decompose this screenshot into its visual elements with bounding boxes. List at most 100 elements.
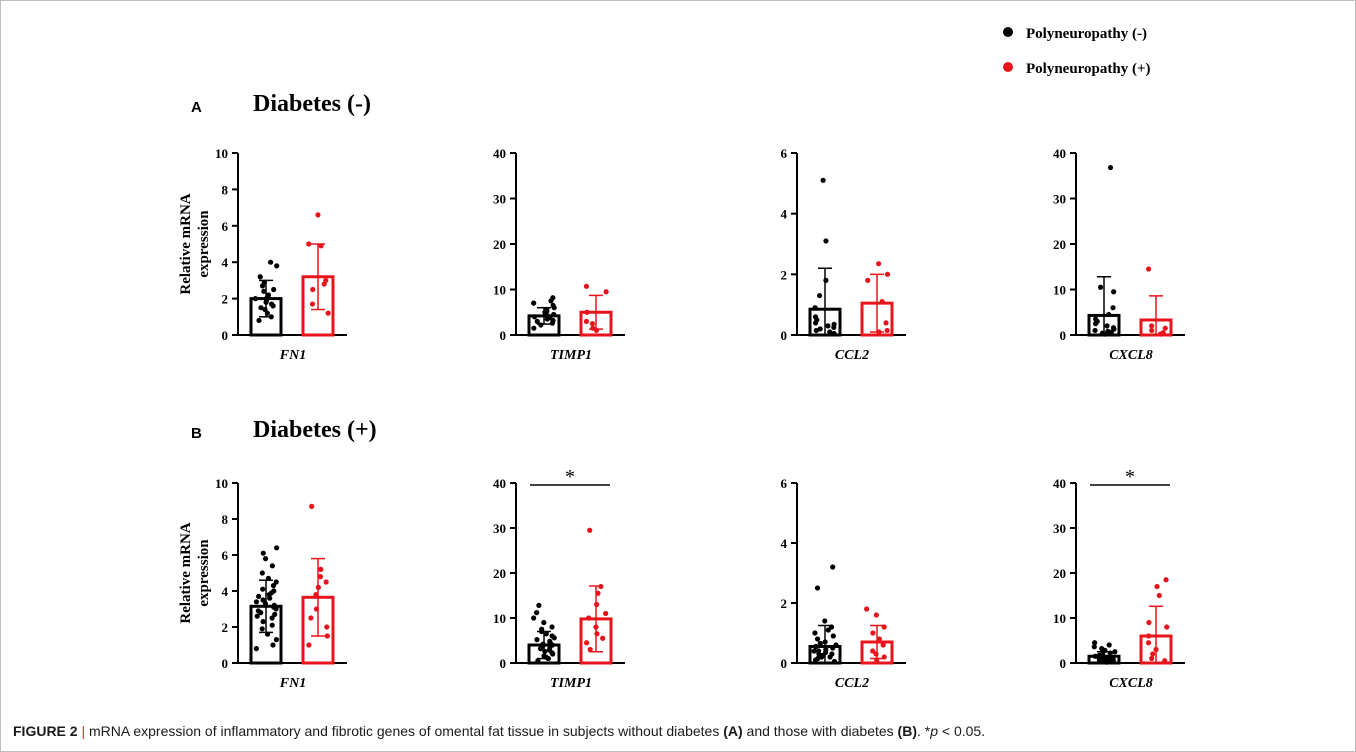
y-axis-label-b-fn1: Relative mRNA expression — [178, 522, 212, 623]
point-a-timp1-pn-pos-5 — [603, 289, 609, 295]
point-b-cxcl8-pn-pos-3 — [1153, 646, 1159, 653]
point-b-timp1-pn-pos-10 — [587, 527, 593, 533]
point-a-cxcl8-pn-pos-5 — [1145, 266, 1152, 272]
point-a-timp1-pn-neg-16 — [531, 300, 537, 306]
point-b-ccl2-pn-pos-0 — [874, 657, 880, 663]
point-b-fn1-pn-neg-0 — [253, 646, 259, 652]
point-a-cxcl8-pn-neg-1 — [1099, 330, 1106, 336]
point-b-ccl2-pn-neg-11 — [823, 646, 829, 653]
gene-label-a-fn1: FN1 — [279, 348, 306, 363]
point-b-fn1-pn-pos-8 — [317, 574, 324, 580]
y-tick-label-b-timp1-2: 20 — [493, 566, 506, 581]
y-tick-label-b-cxcl8-1: 10 — [1053, 611, 1066, 626]
y-tick-label-a-cxcl8-3: 30 — [1053, 192, 1066, 207]
point-a-cxcl8-pn-neg-12 — [1110, 305, 1116, 311]
point-b-ccl2-pn-neg-0 — [831, 658, 838, 665]
point-b-timp1-pn-neg-6 — [542, 648, 548, 654]
point-b-fn1-pn-neg-6 — [260, 619, 266, 625]
point-b-cxcl8-pn-neg-21 — [1092, 640, 1098, 646]
point-b-cxcl8-pn-neg-12 — [1092, 653, 1098, 659]
point-b-cxcl8-pn-pos-1 — [1149, 655, 1155, 662]
y-tick-label-b-timp1-4: 40 — [493, 476, 506, 491]
point-b-cxcl8-pn-pos-2 — [1150, 651, 1156, 657]
point-b-cxcl8-pn-pos-4 — [1145, 640, 1152, 646]
point-b-fn1-pn-pos-6 — [315, 584, 321, 591]
point-b-fn1-pn-neg-14 — [271, 602, 277, 609]
subplot-b-ccl2: 0 2 4 6 CCL2 — [781, 476, 906, 691]
y-tick-label-b-cxcl8-4: 40 — [1053, 476, 1066, 491]
point-a-fn1-pn-pos-0 — [325, 310, 331, 316]
y-axis-label-a-fn1: Relative mRNA expression — [178, 193, 212, 294]
y-tick-label-a-ccl2-1: 2 — [781, 267, 788, 282]
y-tick-label-b-fn1-5: 10 — [215, 476, 228, 491]
y-tick-label-b-cxcl8-0: 0 — [1060, 656, 1067, 671]
point-b-ccl2-pn-neg-12 — [830, 645, 836, 651]
point-b-fn1-pn-neg-3 — [264, 631, 271, 637]
point-b-ccl2-pn-pos-5 — [876, 636, 882, 642]
point-b-cxcl8-pn-neg-20 — [1106, 642, 1112, 648]
point-b-ccl2-pn-neg-6 — [829, 651, 835, 657]
y-tick-label-b-ccl2-0: 0 — [781, 656, 788, 671]
point-b-cxcl8-pn-pos-9 — [1154, 583, 1160, 590]
caption-label: FIGURE 2 — [13, 723, 78, 739]
point-a-fn1-pn-neg-12 — [265, 292, 272, 298]
point-a-timp1-pn-neg-0 — [531, 325, 537, 331]
legend: Polyneuropathy (-) Polyneuropathy (+) — [1003, 26, 1151, 77]
y-tick-label-b-fn1-0: 0 — [222, 656, 229, 671]
caption-text-3: . * — [916, 723, 931, 739]
point-b-timp1-pn-neg-23 — [531, 615, 537, 621]
legend-label-polyneuropathy-neg: Polyneuropathy (-) — [1026, 26, 1147, 42]
point-b-timp1-pn-neg-17 — [549, 633, 555, 639]
point-b-timp1-pn-pos-3 — [594, 631, 600, 637]
point-b-fn1-pn-neg-2 — [273, 637, 280, 643]
point-a-cxcl8-pn-neg-7 — [1104, 323, 1110, 329]
point-a-fn1-pn-neg-4 — [258, 305, 264, 311]
point-b-ccl2-pn-neg-24 — [830, 564, 836, 570]
point-a-cxcl8-pn-neg-3 — [1105, 328, 1111, 334]
y-tick-label-b-timp1-3: 30 — [493, 521, 506, 536]
panel-a-header: A Diabetes (-) — [191, 91, 371, 117]
point-b-timp1-pn-neg-24 — [534, 610, 540, 616]
point-a-ccl2-pn-pos-1 — [884, 327, 890, 334]
point-b-ccl2-pn-pos-7 — [881, 624, 887, 630]
y-tick-label-a-cxcl8-2: 20 — [1053, 237, 1066, 252]
point-b-cxcl8-pn-pos-8 — [1156, 592, 1162, 599]
point-b-ccl2-pn-pos-9 — [863, 606, 870, 612]
point-b-timp1-pn-neg-18 — [543, 631, 549, 637]
panel-title-a: Diabetes (-) — [253, 91, 371, 117]
point-b-timp1-pn-neg-14 — [547, 638, 553, 645]
point-b-ccl2-pn-neg-10 — [811, 648, 817, 654]
point-b-fn1-pn-pos-5 — [313, 592, 319, 598]
y-tick-label-a-fn1-2: 4 — [222, 255, 229, 270]
point-a-ccl2-pn-neg-13 — [823, 238, 829, 244]
point-b-ccl2-pn-neg-13 — [813, 643, 819, 650]
point-a-timp1-pn-pos-4 — [584, 309, 590, 315]
point-a-ccl2-pn-neg-3 — [817, 326, 823, 332]
point-b-fn1-pn-pos-1 — [324, 633, 330, 639]
point-a-fn1-pn-pos-1 — [309, 301, 316, 307]
point-b-timp1-pn-pos-5 — [586, 615, 592, 621]
panel-title-b: Diabetes (+) — [253, 417, 377, 443]
subplot-a-cxcl8: 0 10 20 30 40 CXCL8 — [1053, 146, 1185, 363]
point-b-timp1-pn-neg-0 — [535, 658, 541, 664]
caption-separator: | — [81, 723, 86, 739]
point-b-fn1-pn-neg-5 — [269, 622, 275, 628]
point-b-ccl2-pn-neg-23 — [814, 585, 821, 591]
point-b-fn1-pn-neg-27 — [259, 570, 265, 576]
point-b-timp1-pn-neg-22 — [541, 619, 547, 626]
point-a-ccl2-pn-neg-5 — [825, 323, 831, 329]
caption-ref-b: (B) — [897, 723, 917, 739]
subplot-b-timp1: 0 10 20 30 40 TIMP1 * — [493, 466, 625, 691]
point-b-fn1-pn-neg-22 — [271, 588, 277, 594]
point-b-fn1-pn-neg-11 — [255, 608, 261, 614]
gene-label-b-ccl2: CCL2 — [835, 676, 869, 691]
y-tick-label-a-fn1-3: 6 — [222, 219, 229, 234]
caption-text-4: < 0.05. — [941, 723, 986, 739]
subplot-a-timp1: 0 10 20 30 40 TIMP1 — [493, 146, 625, 363]
point-b-cxcl8-pn-neg-11 — [1108, 654, 1114, 660]
point-b-ccl2-pn-pos-1 — [881, 654, 887, 660]
point-b-fn1-pn-pos-7 — [323, 579, 329, 585]
figure-plots: Polyneuropathy (-) Polyneuropathy (+) A … — [178, 26, 1185, 691]
point-b-fn1-pn-neg-31 — [274, 545, 280, 551]
point-b-fn1-pn-pos-4 — [313, 606, 320, 612]
